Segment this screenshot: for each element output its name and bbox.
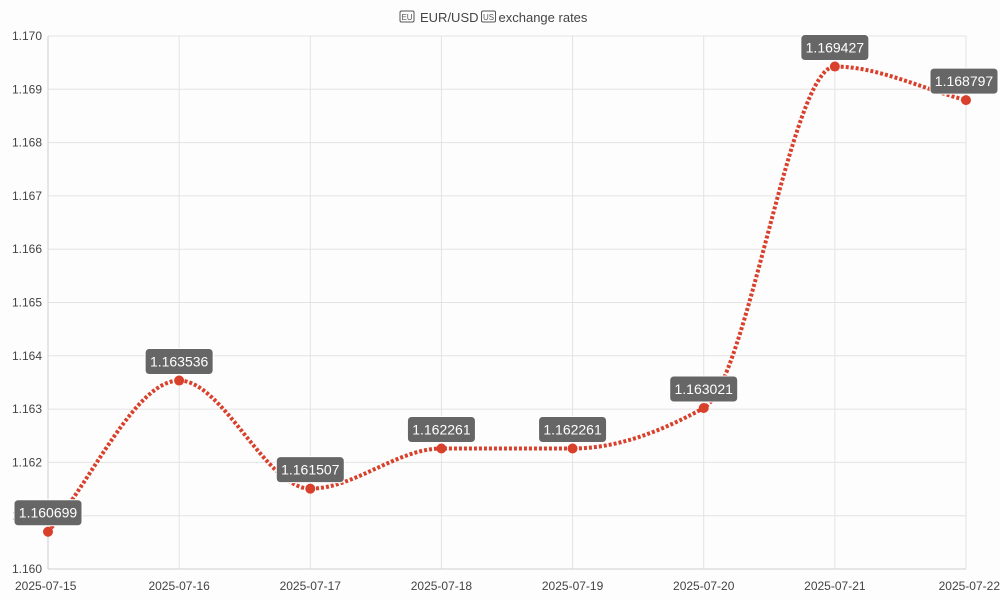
y-axis: 1.1601.1611.1621.1631.1641.1651.1661.167…	[12, 29, 42, 576]
data-label: 1.162261	[406, 415, 476, 443]
data-label-box	[13, 499, 83, 527]
data-label-text: 1.162261	[412, 421, 471, 437]
data-label-box	[929, 67, 999, 95]
data-label-box	[406, 415, 476, 443]
y-tick-label: 1.164	[12, 349, 42, 363]
data-label-box	[275, 456, 345, 484]
data-label-box	[800, 34, 870, 62]
grid	[47, 35, 967, 570]
x-tick-label: 2025-07-18	[411, 579, 473, 593]
data-label-text: 1.160699	[19, 505, 78, 521]
y-tick-label: 1.167	[12, 189, 42, 203]
x-tick-label: 2025-07-20	[673, 579, 735, 593]
y-tick-label: 1.169	[12, 82, 42, 96]
chart-title: EUR/USD exchange rates	[420, 10, 588, 25]
data-point[interactable]	[43, 526, 53, 537]
data-label-text: 1.168797	[935, 73, 994, 89]
x-tick-label: 2025-07-21	[804, 579, 866, 593]
data-label-text: 1.163536	[150, 354, 209, 370]
data-labels: 1.160699 1.163536 1.161507 1.162261 1.162261…	[13, 34, 999, 527]
x-tick-label: 2025-07-15	[15, 579, 77, 593]
data-point[interactable]	[961, 95, 971, 106]
data-label: 1.168797	[929, 67, 999, 95]
chart-title-group: EU EUR/USD exchange rates US	[399, 10, 588, 25]
chart-title-part-2: exchange rates	[499, 10, 588, 25]
data-label-text: 1.162261	[543, 421, 602, 437]
svg-text:EU: EU	[401, 13, 412, 22]
svg-text:US: US	[483, 13, 494, 22]
data-point[interactable]	[174, 375, 185, 386]
y-tick-label: 1.162	[12, 455, 42, 469]
x-tick-label: 2025-07-17	[280, 579, 342, 593]
x-tick-label: 2025-07-16	[148, 579, 210, 593]
data-label: 1.163021	[669, 375, 739, 403]
data-point[interactable]	[829, 61, 840, 72]
data-label: 1.162261	[538, 415, 608, 443]
chart-title-part-1: EUR/USD	[420, 10, 479, 25]
data-label-text: 1.163021	[675, 381, 734, 397]
flag-us-icon: US	[481, 10, 497, 23]
y-tick-label: 1.166	[12, 242, 42, 256]
data-label-text: 1.161507	[281, 462, 340, 478]
data-point[interactable]	[698, 402, 709, 413]
x-tick-label: 2025-07-22	[939, 579, 1000, 593]
data-label-text: 1.169427	[806, 40, 865, 56]
data-label-box	[538, 415, 608, 443]
x-tick-label: 2025-07-19	[542, 579, 604, 593]
data-point[interactable]	[436, 443, 447, 454]
data-label: 1.163536	[144, 348, 214, 376]
y-tick-label: 1.163	[12, 402, 42, 416]
data-label: 1.161507	[275, 456, 345, 484]
data-label-box	[669, 375, 739, 403]
x-axis: 2025-07-15 2025-07-16 2025-07-17 2025-07-18…	[15, 579, 1000, 593]
data-label-box	[144, 348, 214, 376]
data-point[interactable]	[567, 443, 578, 454]
y-tick-label: 1.170	[12, 29, 42, 43]
data-points	[43, 61, 971, 537]
data-label: 1.160699	[13, 499, 83, 527]
flag-eu-icon: EU	[399, 10, 415, 23]
y-tick-label: 1.160	[12, 562, 42, 576]
y-tick-label: 1.165	[12, 296, 42, 310]
y-tick-label: 1.168	[12, 136, 42, 150]
data-point[interactable]	[305, 483, 316, 494]
data-label: 1.169427	[800, 34, 870, 62]
